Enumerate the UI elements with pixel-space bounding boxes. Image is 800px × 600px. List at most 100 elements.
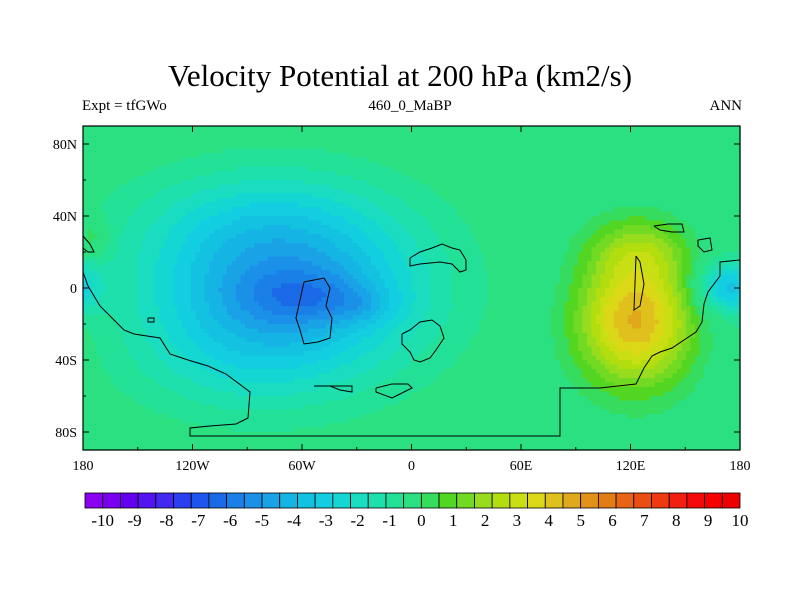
field-cell	[623, 184, 629, 190]
field-cell	[366, 171, 372, 177]
field-cell	[105, 238, 111, 244]
field-cell	[582, 184, 588, 190]
field-cell	[407, 153, 413, 159]
field-cell	[627, 270, 633, 276]
field-cell	[335, 220, 341, 226]
field-cell	[713, 144, 719, 150]
field-cell	[672, 265, 678, 271]
field-cell	[654, 148, 660, 154]
field-cell	[452, 193, 458, 199]
field-cell	[672, 184, 678, 190]
field-cell	[425, 220, 431, 226]
field-cell	[258, 220, 264, 226]
field-cell	[114, 256, 120, 262]
field-cell	[177, 256, 183, 262]
field-cell	[411, 180, 417, 186]
field-cell	[528, 175, 534, 181]
field-cell	[407, 252, 413, 258]
field-cell	[609, 189, 615, 195]
field-cell	[83, 148, 89, 154]
field-cell	[474, 256, 480, 262]
field-cell	[191, 243, 197, 249]
field-cell	[708, 261, 714, 267]
field-cell	[272, 153, 278, 159]
field-cell	[416, 171, 422, 177]
field-cell	[659, 135, 665, 141]
field-cell	[713, 139, 719, 145]
field-cell	[96, 189, 102, 195]
field-cell	[168, 162, 174, 168]
field-cell	[155, 279, 161, 285]
field-cell	[488, 274, 494, 280]
field-cell	[614, 184, 620, 190]
field-cell	[461, 256, 467, 262]
field-cell	[164, 274, 170, 280]
field-cell	[681, 274, 687, 280]
field-cell	[618, 126, 624, 132]
field-cell	[236, 234, 242, 240]
field-cell	[380, 207, 386, 213]
field-cell	[699, 144, 705, 150]
field-cell	[515, 270, 521, 276]
field-cell	[267, 256, 273, 262]
field-cell	[627, 153, 633, 159]
field-cell	[686, 157, 692, 163]
field-cell	[429, 220, 435, 226]
field-cell	[573, 207, 579, 213]
field-cell	[402, 166, 408, 172]
field-cell	[218, 216, 224, 222]
field-cell	[146, 243, 152, 249]
field-cell	[560, 247, 566, 253]
field-cell	[506, 135, 512, 141]
field-cell	[227, 126, 233, 132]
field-cell	[528, 166, 534, 172]
field-cell	[704, 274, 710, 280]
field-cell	[285, 216, 291, 222]
field-cell	[456, 202, 462, 208]
field-cell	[438, 198, 444, 204]
field-cell	[474, 216, 480, 222]
field-cell	[731, 166, 737, 172]
field-cell	[515, 252, 521, 258]
field-cell	[713, 238, 719, 244]
field-cell	[375, 153, 381, 159]
field-cell	[636, 184, 642, 190]
field-cell	[564, 207, 570, 213]
field-cell	[537, 135, 543, 141]
field-cell	[200, 166, 206, 172]
field-cell	[713, 157, 719, 163]
field-cell	[672, 157, 678, 163]
field-cell	[443, 162, 449, 168]
field-cell	[204, 256, 210, 262]
field-cell	[425, 202, 431, 208]
field-cell	[177, 184, 183, 190]
field-cell	[434, 144, 440, 150]
field-cell	[537, 247, 543, 253]
field-cell	[708, 130, 714, 136]
field-cell	[249, 234, 255, 240]
field-cell	[474, 207, 480, 213]
field-cell	[609, 157, 615, 163]
field-cell	[150, 234, 156, 240]
field-cell	[236, 229, 242, 235]
field-cell	[582, 166, 588, 172]
field-cell	[497, 166, 503, 172]
field-cell	[155, 220, 161, 226]
field-cell	[123, 207, 129, 213]
field-cell	[281, 144, 287, 150]
field-cell	[303, 175, 309, 181]
field-cell	[672, 261, 678, 267]
field-cell	[731, 135, 737, 141]
field-cell	[582, 180, 588, 186]
field-cell	[456, 162, 462, 168]
field-cell	[605, 193, 611, 199]
field-cell	[371, 270, 377, 276]
field-cell	[627, 265, 633, 271]
field-cell	[447, 216, 453, 222]
field-cell	[348, 189, 354, 195]
field-cell	[438, 265, 444, 271]
field-cell	[213, 202, 219, 208]
field-cell	[231, 238, 237, 244]
field-cell	[276, 139, 282, 145]
field-cell	[582, 126, 588, 132]
